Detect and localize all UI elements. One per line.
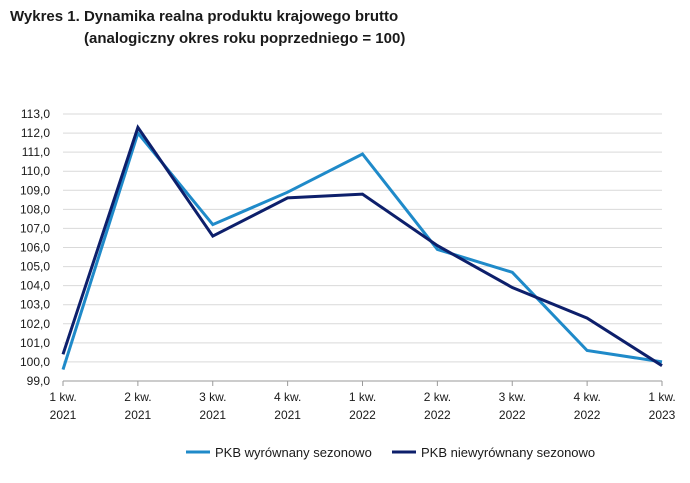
x-tick-label-quarter: 3 kw. bbox=[199, 390, 226, 404]
y-tick-label: 113,0 bbox=[21, 107, 50, 121]
x-tick-label-year: 2022 bbox=[499, 408, 526, 422]
y-axis-tick-labels: 99,0 100,0 101,0 102,0 103,0 104,0 105,0 106,0 1… bbox=[20, 107, 50, 388]
x-tick-label-quarter: 2 kw. bbox=[124, 390, 151, 404]
y-tick-label: 99,0 bbox=[27, 374, 51, 388]
x-tick-label-quarter: 2 kw. bbox=[424, 390, 451, 404]
x-tick-label-year: 2021 bbox=[125, 408, 152, 422]
x-tick-label-quarter: 1 kw. bbox=[349, 390, 376, 404]
y-tick-label: 101,0 bbox=[20, 336, 50, 350]
y-tick-label: 106,0 bbox=[20, 241, 50, 255]
x-tick-label-year: 2022 bbox=[574, 408, 601, 422]
x-tick-label-year: 2023 bbox=[649, 408, 676, 422]
y-tick-label: 108,0 bbox=[20, 202, 50, 216]
legend: PKB wyrównany sezonowo PKB niewyrównany s… bbox=[186, 445, 595, 460]
y-tick-label: 112,0 bbox=[21, 126, 50, 140]
y-tick-label: 111,0 bbox=[22, 145, 51, 159]
x-tick-label-quarter: 1 kw. bbox=[648, 390, 675, 404]
x-tick-label-quarter: 4 kw. bbox=[274, 390, 301, 404]
y-tick-label: 100,0 bbox=[20, 355, 50, 369]
grid-lines bbox=[63, 113, 662, 382]
y-tick-label: 109,0 bbox=[20, 183, 50, 197]
x-axis-tick-labels: 1 kw. 2021 2 kw. 2021 3 kw. 2021 4 kw. 2021 1 kw… bbox=[49, 381, 676, 422]
y-tick-label: 102,0 bbox=[20, 317, 50, 331]
series-line-2 bbox=[61, 124, 663, 367]
series-line-1 bbox=[61, 130, 663, 371]
legend-label: PKB niewyrównany sezonowo bbox=[421, 445, 595, 460]
chart-title-line2: (analogiczny okres roku poprzedniego = 1… bbox=[84, 30, 406, 47]
legend-label: PKB wyrównany sezonowo bbox=[215, 445, 372, 460]
y-tick-label: 103,0 bbox=[20, 298, 50, 312]
x-tick-label-quarter: 3 kw. bbox=[499, 390, 526, 404]
x-tick-label-year: 2022 bbox=[349, 408, 376, 422]
series-lines bbox=[61, 124, 663, 371]
x-tick-label-year: 2021 bbox=[50, 408, 77, 422]
x-tick-label-year: 2022 bbox=[424, 408, 451, 422]
y-tick-label: 107,0 bbox=[20, 221, 50, 235]
chart-title-line1: Wykres 1. Dynamika realna produktu krajo… bbox=[10, 8, 399, 25]
x-tick-label-year: 2021 bbox=[274, 408, 301, 422]
x-tick-label-quarter: 4 kw. bbox=[573, 390, 600, 404]
y-tick-label: 110,0 bbox=[21, 164, 50, 178]
y-tick-label: 105,0 bbox=[20, 260, 50, 274]
y-tick-label: 104,0 bbox=[20, 279, 50, 293]
x-tick-label-year: 2021 bbox=[199, 408, 226, 422]
x-tick-label-quarter: 1 kw. bbox=[49, 390, 76, 404]
